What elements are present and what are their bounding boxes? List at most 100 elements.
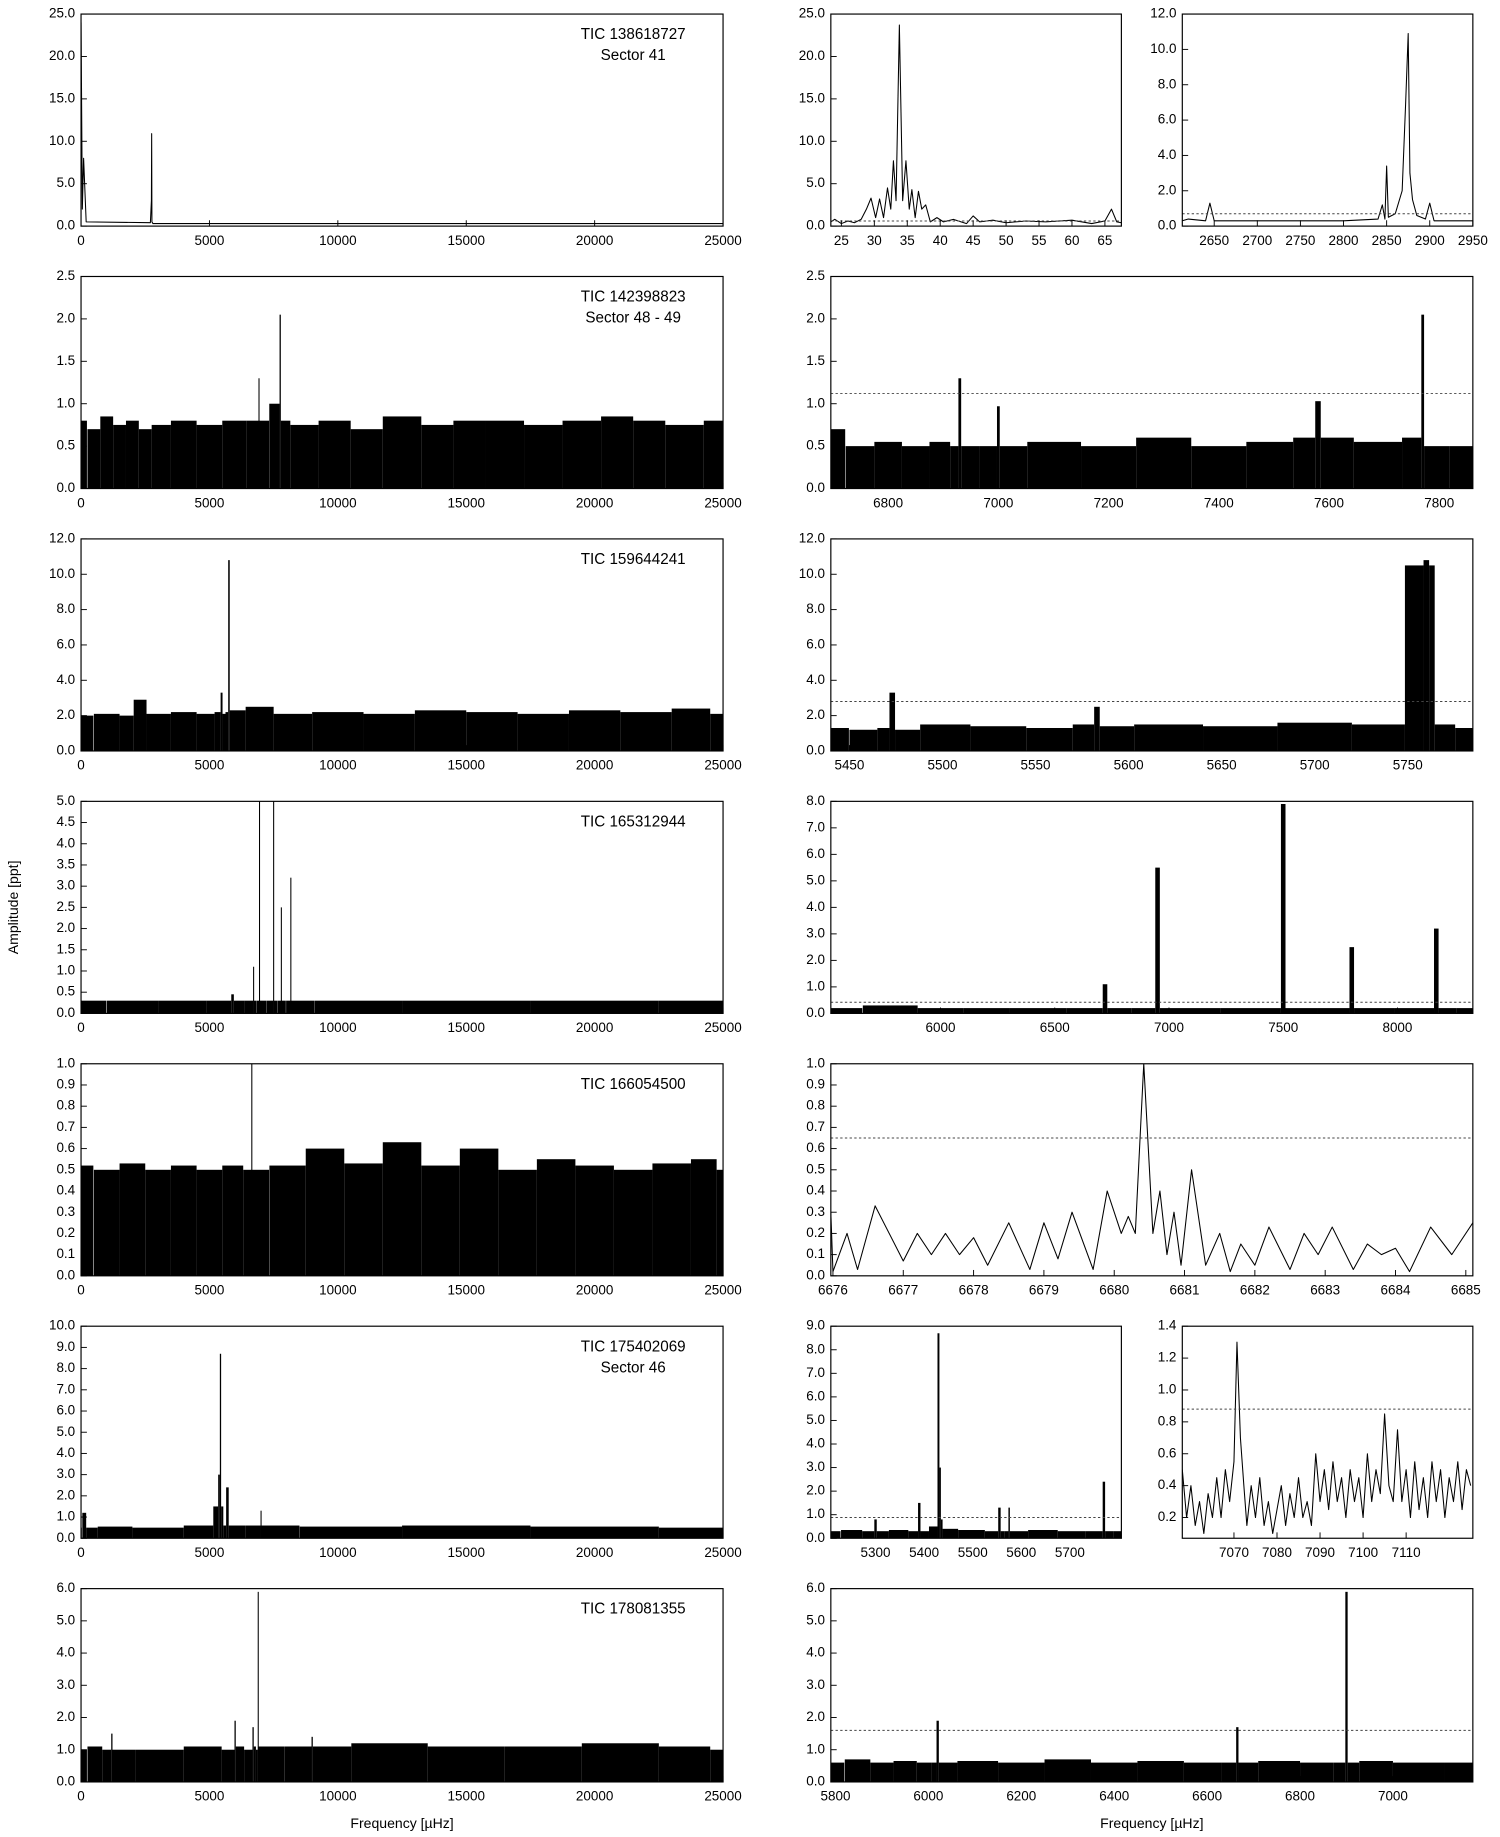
plot-area	[81, 801, 724, 1014]
y-tick-label: 10.0	[1150, 41, 1176, 56]
spectrum-impulse	[258, 378, 260, 489]
spectrum-impulse	[119, 1163, 146, 1276]
x-tick-label: 0	[77, 758, 85, 773]
y-tick-label: 3.0	[806, 1459, 825, 1474]
x-tick-label: 7100	[1348, 1545, 1378, 1560]
spectrum-impulse	[830, 727, 849, 751]
y-tick-label: 8.0	[56, 1360, 75, 1375]
spectrum-impulse	[1066, 1008, 1103, 1014]
spectrum-impulse	[256, 1000, 260, 1014]
spectrum-impulse	[221, 1749, 235, 1782]
plot-area	[1182, 32, 1473, 222]
x-tick-label: 5700	[1300, 758, 1330, 773]
y-tick-label: 5.0	[56, 1612, 75, 1627]
y-tick-label: 1.4	[1158, 1318, 1177, 1333]
spectrum-impulse	[485, 420, 525, 489]
spectrum-impulse	[253, 1746, 256, 1782]
spectrum-impulse	[222, 1165, 244, 1276]
x-tick-label: 7400	[1204, 495, 1234, 510]
y-tick-label: 0.1	[56, 1246, 75, 1261]
x-tick-label: 25000	[704, 1283, 741, 1298]
plot-frame	[80, 1325, 724, 1539]
plot-area	[830, 560, 1473, 751]
y-tick-label: 0.4	[806, 1183, 825, 1198]
spectrum-impulse	[958, 378, 962, 489]
spectrum-impulse	[876, 1531, 889, 1539]
spectrum-impulse	[135, 1749, 184, 1782]
y-tick-label: 0.3	[56, 1204, 75, 1219]
x-tick-label: 7500	[1268, 1020, 1298, 1035]
x-tick-label: 0	[77, 1283, 85, 1298]
y-tick-label: 4.0	[56, 835, 75, 850]
y-tick-label: 2.0	[806, 952, 825, 967]
y-tick-label: 0.5	[56, 1161, 75, 1176]
spectrum-impulse	[916, 1762, 932, 1782]
x-tick-label: 45	[966, 233, 981, 248]
y-tick-label: 1.0	[56, 1741, 75, 1756]
spectrum-line	[81, 22, 724, 225]
x-tick-label: 6000	[926, 1020, 956, 1035]
spectrum-impulse	[221, 1506, 224, 1539]
y-tick-label: 1.0	[806, 1055, 825, 1070]
x-tick-label: 0	[77, 495, 85, 510]
x-tick-label: 2900	[1415, 233, 1445, 248]
spectrum-impulse	[229, 710, 246, 751]
y-tick-label: 12.0	[799, 530, 825, 545]
x-tick-label: 40	[933, 233, 948, 248]
spectrum-impulse	[214, 712, 221, 751]
x-tick-label: 20000	[576, 495, 613, 510]
spectrum-impulse	[1090, 1762, 1138, 1782]
spectrum-impulse	[1081, 446, 1137, 489]
spectrum-impulse	[710, 1749, 724, 1782]
plot-area	[81, 22, 724, 225]
spectrum-impulse	[830, 1008, 863, 1014]
y-tick-label: 2.0	[1158, 182, 1177, 197]
spectrum-impulse	[344, 1163, 383, 1276]
spectrum-impulse	[312, 1746, 352, 1782]
spectrum-impulse	[1238, 1762, 1259, 1782]
spectrum-impulse	[931, 1762, 937, 1782]
spectrum-impulse	[196, 424, 223, 489]
spectrum-impulse	[690, 1159, 717, 1276]
x-tick-label: 25000	[704, 233, 741, 248]
spectrum-impulse	[998, 1507, 1001, 1539]
spectrum-impulse	[421, 1165, 460, 1276]
y-tick-label: 10.0	[799, 133, 825, 148]
spectrum-impulse	[1009, 1008, 1067, 1014]
annotation: TIC 178081355	[581, 1601, 686, 1618]
annotation: Sector 46	[601, 1359, 666, 1376]
y-tick-label: 0.7	[56, 1119, 75, 1134]
x-tick-label: 5000	[194, 495, 224, 510]
x-tick-label: 0	[77, 1545, 85, 1560]
spectrum-impulse	[1438, 1008, 1457, 1014]
y-tick-label: 0.8	[1158, 1413, 1177, 1428]
spectrum-impulse	[1008, 1507, 1010, 1539]
plot-frame	[830, 275, 1474, 490]
spectrum-impulse	[1444, 1762, 1473, 1782]
y-tick-label: 0.3	[806, 1204, 825, 1219]
spectrum-impulse	[258, 1746, 285, 1782]
spectrum-impulse	[844, 1759, 871, 1782]
spectrum-impulse	[257, 1591, 259, 1782]
spectrum-impulse	[244, 1749, 253, 1782]
spectrum-impulse	[1404, 565, 1424, 751]
x-tick-label: 6679	[1029, 1283, 1059, 1298]
y-tick-label: 0.2	[1158, 1509, 1177, 1524]
spectrum-impulse	[1317, 1008, 1350, 1014]
spectrum-impulse	[305, 1148, 345, 1276]
plot-frame	[830, 1325, 1122, 1539]
spectrum-impulse	[170, 1165, 197, 1276]
spectrum-impulse	[81, 1000, 107, 1014]
x-tick-label: 5000	[194, 1020, 224, 1035]
x-tick-label: 5600	[1006, 1545, 1036, 1560]
x-tick-label: 6500	[1040, 1020, 1070, 1035]
spectrum-impulse	[312, 712, 364, 751]
spectrum-impulse	[222, 420, 247, 489]
y-tick-label: 0.0	[806, 218, 825, 233]
y-tick-label: 5.0	[806, 1612, 825, 1627]
spectrum-impulse	[86, 1527, 98, 1539]
x-tick-label: 7110	[1392, 1545, 1421, 1560]
x-tick-label: 15000	[448, 1020, 485, 1035]
x-tick-label: 0	[77, 1020, 85, 1035]
spectrum-impulse	[1221, 1762, 1237, 1782]
